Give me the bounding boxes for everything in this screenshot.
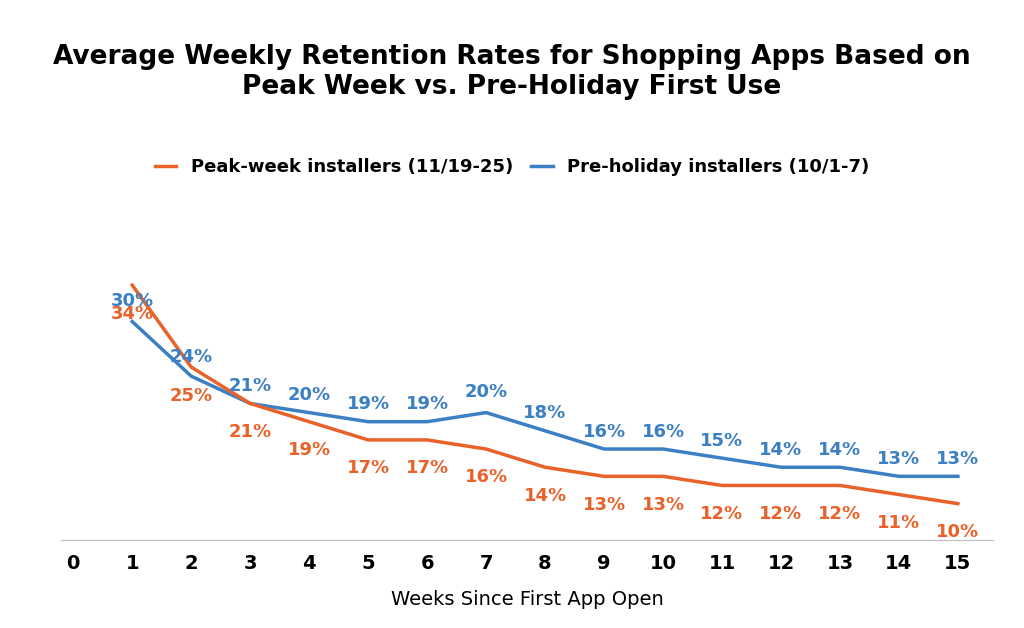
Text: 13%: 13% bbox=[936, 450, 980, 468]
Text: 16%: 16% bbox=[583, 423, 626, 441]
Text: 10%: 10% bbox=[936, 523, 980, 541]
Legend: Peak-week installers (11/19-25), Pre-holiday installers (10/1-7): Peak-week installers (11/19-25), Pre-hol… bbox=[147, 150, 877, 183]
Text: 12%: 12% bbox=[818, 505, 861, 523]
Text: 20%: 20% bbox=[288, 386, 331, 404]
Text: 30%: 30% bbox=[111, 293, 154, 310]
Text: Average Weekly Retention Rates for Shopping Apps Based on
Peak Week vs. Pre-Holi: Average Weekly Retention Rates for Shopp… bbox=[53, 44, 971, 100]
Text: 14%: 14% bbox=[818, 441, 861, 459]
Text: 13%: 13% bbox=[583, 495, 626, 514]
Text: 17%: 17% bbox=[346, 459, 390, 477]
Text: 19%: 19% bbox=[346, 396, 390, 413]
Text: 19%: 19% bbox=[288, 441, 331, 459]
Text: 20%: 20% bbox=[465, 384, 508, 401]
Text: 19%: 19% bbox=[406, 396, 449, 413]
Text: 34%: 34% bbox=[111, 305, 154, 323]
Text: 14%: 14% bbox=[523, 487, 566, 505]
Text: 25%: 25% bbox=[170, 386, 213, 404]
Text: 11%: 11% bbox=[878, 514, 921, 532]
Text: 21%: 21% bbox=[228, 377, 271, 395]
Text: 21%: 21% bbox=[228, 423, 271, 441]
Text: 13%: 13% bbox=[878, 450, 921, 468]
Text: 15%: 15% bbox=[700, 432, 743, 450]
Text: 16%: 16% bbox=[641, 423, 685, 441]
Text: 12%: 12% bbox=[760, 505, 803, 523]
Text: 16%: 16% bbox=[465, 468, 508, 487]
Text: 13%: 13% bbox=[641, 495, 685, 514]
Text: 18%: 18% bbox=[523, 404, 566, 423]
Text: 12%: 12% bbox=[700, 505, 743, 523]
Text: 17%: 17% bbox=[406, 459, 449, 477]
Text: 14%: 14% bbox=[760, 441, 803, 459]
X-axis label: Weeks Since First App Open: Weeks Since First App Open bbox=[391, 590, 664, 609]
Text: 24%: 24% bbox=[170, 349, 213, 367]
